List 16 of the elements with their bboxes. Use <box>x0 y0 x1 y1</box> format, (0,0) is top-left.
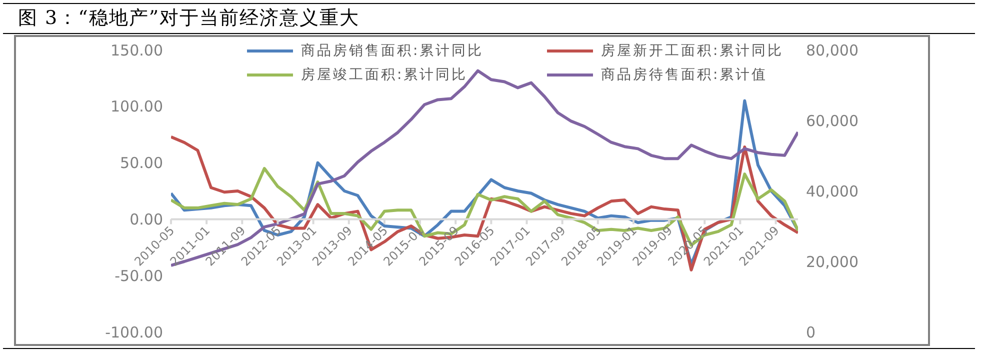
legend-label: 房屋竣工面积:累计同比 <box>301 66 468 84</box>
y-tick-label: -100.00 <box>105 323 163 342</box>
legend-label: 商品房待售面积:累计值 <box>601 66 768 84</box>
y2-tick-label: 0 <box>806 323 816 342</box>
y-tick-label: -50.00 <box>114 266 163 285</box>
legend-label: 商品房销售面积:累计同比 <box>301 42 484 60</box>
chart-title: 图 3：“稳地产”对于当前经济意义重大 <box>18 6 360 31</box>
y-tick-label: 100.00 <box>110 98 163 116</box>
y2-tick-label: 80,000 <box>806 41 858 60</box>
y2-tick-label: 40,000 <box>806 182 858 200</box>
y2-tick-label: 60,000 <box>806 112 858 130</box>
y-tick-label: 50.00 <box>120 154 163 172</box>
y-tick-label: 0.00 <box>130 210 163 229</box>
legend-label: 房屋新开工面积:累计同比 <box>601 42 784 60</box>
y2-tick-label: 20,000 <box>806 252 858 271</box>
y-tick-label: 150.00 <box>110 41 163 60</box>
